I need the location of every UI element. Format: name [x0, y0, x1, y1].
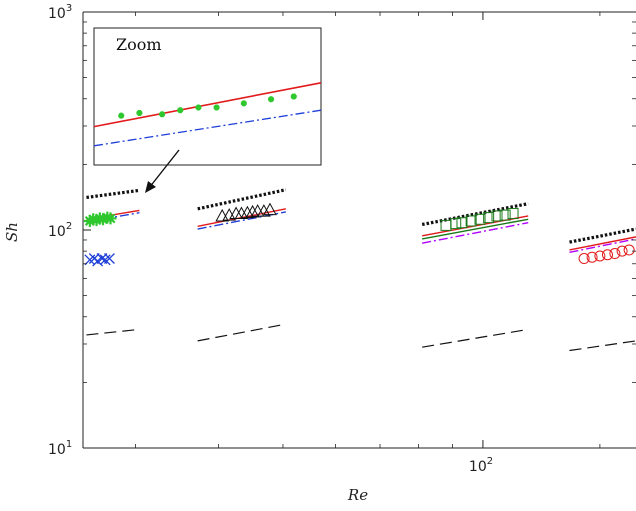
fit-line-dashed-black — [197, 323, 286, 342]
data-point-triangle — [257, 204, 271, 217]
data-point-triangle — [215, 208, 230, 222]
y-tick-exponent: 3 — [66, 3, 72, 14]
data-point-square — [440, 219, 452, 231]
y-tick-base: 10 — [48, 6, 66, 22]
y-tick-label: 102 — [48, 221, 72, 240]
data-point-square — [465, 215, 477, 227]
y-tick-base: 10 — [48, 442, 66, 458]
data-point-star — [268, 96, 275, 103]
data-point-triangle — [240, 205, 255, 219]
y-tick-label: 103 — [48, 3, 72, 22]
data-point-circle — [594, 250, 606, 262]
series-group-2 — [197, 188, 287, 342]
x-tick-exponent: 2 — [487, 456, 493, 467]
data-point-circle — [609, 248, 621, 260]
data-point-circle — [616, 245, 628, 257]
data-point-x — [103, 253, 115, 264]
fit-line-dashdot-magenta — [569, 238, 636, 254]
zoom-pointer-arrow — [148, 149, 180, 189]
data-point-star — [290, 93, 297, 100]
fit-line-solid-red — [569, 236, 636, 251]
data-point-star — [97, 213, 110, 226]
data-point-star — [240, 100, 247, 107]
x-tick-label: 102 — [469, 456, 493, 475]
fit-line-dashed-black — [422, 328, 529, 348]
data-point-x — [99, 254, 111, 266]
data-point-star — [104, 212, 117, 225]
data-point-circle — [586, 251, 598, 263]
data-point-square — [499, 209, 511, 221]
fit-line-dotted-black — [569, 227, 636, 244]
fit-line-dotted-black — [197, 188, 287, 211]
series-group-4 — [569, 227, 636, 352]
fit-line-dashed-black — [569, 340, 636, 352]
zoom-pointer-arrowhead — [145, 181, 156, 193]
data-point-square — [507, 208, 519, 220]
data-point-star — [213, 104, 220, 111]
data-point-star — [177, 107, 184, 114]
fit-line-dashdot-magenta — [422, 222, 529, 244]
data-point-star — [118, 112, 125, 119]
data-point-circle — [601, 249, 613, 261]
zoom-line-dashdot-blue — [93, 109, 322, 147]
fit-line-solid-dark_green — [422, 218, 529, 240]
series-group-1 — [83, 188, 140, 336]
zoom-line-solid-red — [93, 82, 322, 128]
data-point-square — [456, 217, 468, 229]
data-point-square — [483, 212, 495, 224]
data-point-star — [90, 214, 103, 227]
x-axis-label: Re — [347, 486, 368, 504]
y-tick-exponent: 1 — [66, 439, 72, 450]
fit-line-dotted-black — [86, 188, 140, 200]
y-tick-base: 10 — [48, 224, 66, 240]
data-point-square — [491, 210, 503, 222]
fit-line-dashed-black — [86, 328, 140, 336]
y-axis-label: Sh — [3, 222, 21, 242]
data-point-star — [159, 111, 166, 118]
data-point-star — [136, 109, 143, 116]
zoom-inset-frame — [93, 27, 322, 166]
data-point-star — [83, 214, 96, 227]
series-group-3 — [421, 202, 529, 348]
x-tick-base: 10 — [469, 459, 487, 475]
y-tick-label: 101 — [48, 439, 72, 458]
y-tick-exponent: 2 — [66, 221, 72, 232]
data-point-triangle — [245, 204, 260, 218]
data-point-square — [450, 218, 462, 230]
data-point-circle — [623, 244, 635, 256]
zoom-inset: Zoom — [93, 27, 322, 193]
data-point-star — [195, 104, 202, 111]
data-point-square — [474, 213, 486, 225]
zoom-inset-title: Zoom — [116, 35, 162, 54]
plot-area — [83, 188, 636, 352]
data-point-triangle — [263, 202, 277, 216]
data-point-circle — [578, 253, 590, 265]
